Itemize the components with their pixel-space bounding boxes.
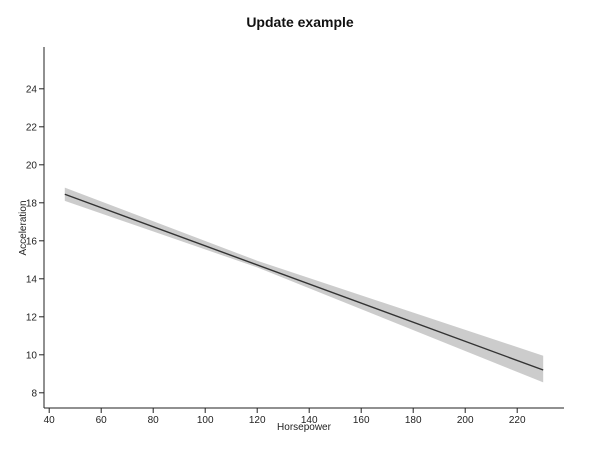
x-tick-label: 160: [353, 415, 370, 426]
x-tick-label: 100: [197, 415, 214, 426]
x-tick-label: 80: [148, 415, 160, 426]
y-tick-label: 10: [26, 350, 38, 361]
x-tick-label: 180: [405, 415, 422, 426]
x-tick-label: 60: [96, 415, 108, 426]
y-tick-label: 24: [26, 84, 38, 95]
y-tick-label: 14: [26, 274, 38, 285]
x-tick-label: 120: [249, 415, 266, 426]
y-tick-label: 20: [26, 160, 38, 171]
x-tick-label: 40: [44, 415, 56, 426]
regression-line-layer: [64, 193, 544, 371]
y-tick-label: 16: [26, 236, 38, 247]
x-axis-title: Horsepower: [277, 422, 332, 433]
y-tick-label: 8: [31, 388, 37, 399]
chart-title: Update example: [246, 14, 354, 30]
confidence-band-layer: [64, 187, 544, 383]
y-axis-ticks: 8 10 12 14 16 18 20 22 24: [26, 84, 44, 399]
confidence-band: [64, 187, 544, 383]
x-axis-ticks: 40 60 80 100 120 140 160 180 200 220: [44, 408, 526, 426]
y-tick-label: 12: [26, 312, 38, 323]
x-tick-label: 140: [301, 415, 318, 426]
y-tick-label: 22: [26, 122, 38, 133]
x-tick-label: 200: [457, 415, 474, 426]
y-axis-title: Acceleration: [18, 200, 29, 255]
y-tick-label: 18: [26, 198, 38, 209]
regression-line: [64, 193, 544, 371]
x-tick-label: 220: [509, 415, 526, 426]
